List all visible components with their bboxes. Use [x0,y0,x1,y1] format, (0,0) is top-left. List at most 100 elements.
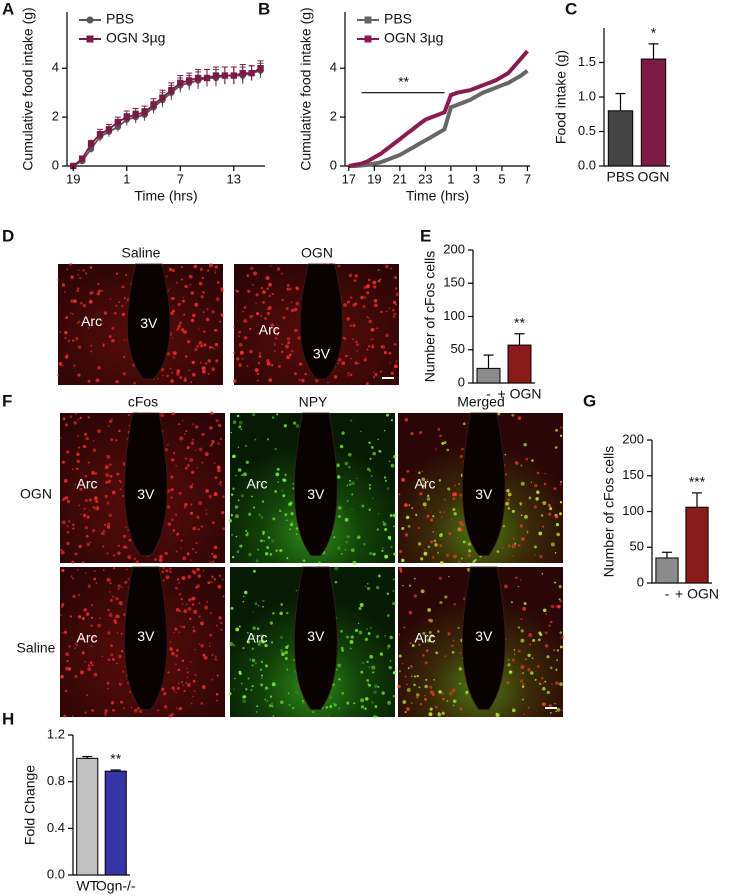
speckle [209,633,213,637]
speckle [188,598,192,602]
speckle [369,470,371,472]
speckle [216,281,220,284]
speckle [243,695,247,699]
speckle [511,658,515,662]
speckle [272,612,275,615]
speckle [111,338,115,343]
speckle [290,308,295,313]
speckle [194,302,199,307]
speckle [200,295,204,299]
speckle [352,560,357,565]
speckle [104,711,108,715]
legend-marker [364,16,372,24]
speckle [281,489,284,492]
region-label: 3V [140,315,158,331]
speckle [230,493,234,496]
speckle [93,577,97,581]
speckle [333,375,338,379]
speckle [364,356,367,358]
speckle [206,269,210,272]
speckle [387,535,392,540]
speckle [215,624,218,627]
speckle [106,525,111,529]
speckle [114,616,117,619]
speckle [193,690,196,692]
speckle [180,278,184,281]
speckle [184,284,188,289]
speckle [559,682,563,686]
speckle [267,536,271,539]
speckle [372,375,376,379]
speckle [222,527,226,531]
speckle [441,691,445,695]
speckle [200,621,204,626]
speckle [341,431,345,435]
speckle [391,308,395,312]
x-axis-label: Time (hrs) [134,188,197,204]
speckle [120,700,124,704]
speckle [165,569,169,573]
speckle [290,512,294,516]
speckle [67,667,72,671]
speckle [122,670,125,673]
speckle [406,469,410,473]
speckle [265,276,270,280]
speckle [217,442,221,446]
speckle [209,560,211,563]
speckle [112,554,116,557]
speckle [295,533,298,535]
speckle [384,528,388,532]
speckle [208,345,212,349]
x-tick-label: 21 [393,171,407,186]
speckle [118,682,123,686]
speckle [390,419,394,422]
speckle [295,424,300,428]
speckle [381,549,384,553]
speckle [260,539,263,543]
speckle [426,514,430,518]
speckle [527,667,531,672]
speckle [185,603,188,606]
speckle [182,556,187,561]
speckle [347,375,349,377]
speckle [84,474,88,478]
speckle [266,361,271,366]
speckle [360,698,365,703]
speckle [190,318,195,323]
speckle [65,496,69,500]
speckle [75,643,79,647]
speckle [548,704,552,708]
y-tick-label: 1.0 [578,88,596,103]
speckle [78,544,82,549]
speckle [168,267,173,272]
speckle [211,654,214,657]
speckle [64,337,67,340]
speckle [439,434,442,438]
x-tick-label: 7 [177,171,184,186]
speckle [176,532,180,535]
speckle [472,559,476,563]
speckle [79,276,82,280]
speckle [398,654,402,658]
speckle [83,444,87,449]
speckle [393,514,397,518]
speckle [191,360,195,365]
speckle [60,674,64,679]
speckle [185,355,188,358]
speckle [334,566,339,571]
speckle [553,487,557,491]
speckle [448,532,452,536]
speckle [101,655,104,658]
speckle [214,476,218,480]
speckle [232,487,235,490]
speckle [234,677,236,680]
speckle [111,490,116,495]
speckle [183,689,186,693]
speckle [344,517,349,522]
speckle [191,569,196,573]
point [230,72,237,79]
speckle [115,439,118,442]
speckle [373,715,377,719]
y-tick-label: 1.2 [47,726,65,741]
speckle [508,670,513,675]
